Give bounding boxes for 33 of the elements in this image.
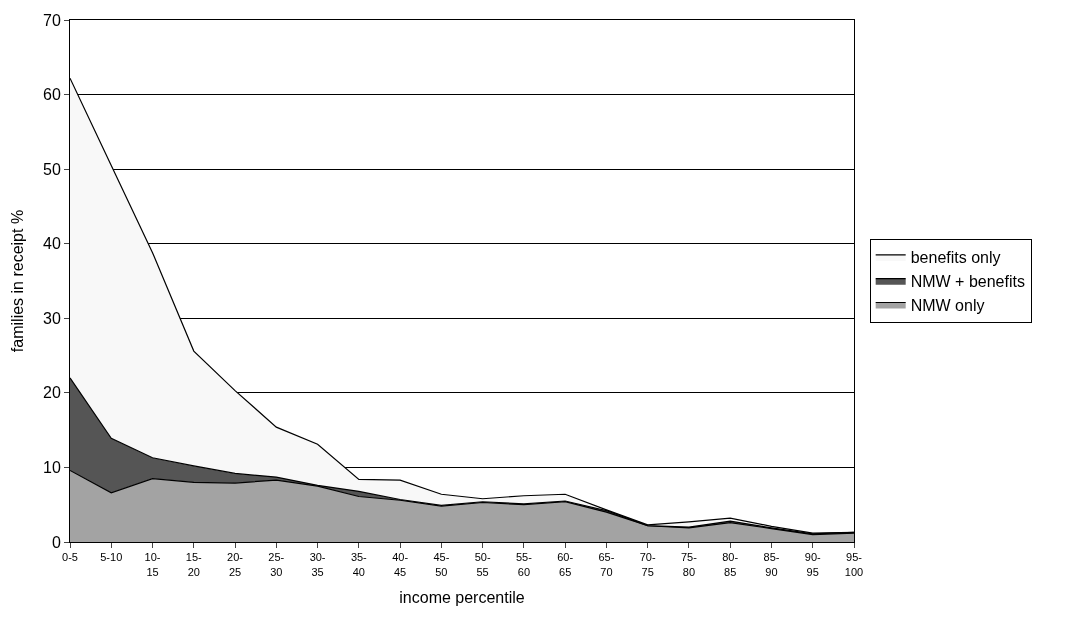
x-tick-label: 0-5 [62,551,78,564]
y-axis-title: families in receipt % [8,209,26,353]
x-tick-label: 80-85 [722,551,739,578]
x-tick-label: 25-30 [268,551,285,578]
x-tick-label: 75-80 [681,551,698,578]
y-tick-label: 0 [51,533,61,551]
x-tick-label: 5-10 [100,551,123,564]
x-tick-label: 70-75 [639,551,656,578]
x-tick-label: 90-95 [804,551,822,578]
x-tick-label: 55-60 [515,551,533,578]
x-tick-label: 95-100 [844,551,864,578]
x-tick-label: 50-55 [474,551,491,578]
x-tick-label: 45-50 [433,551,450,578]
x-tick-label: 15-20 [185,551,203,578]
y-tick-label: 60 [43,86,61,104]
y-tick-label: 50 [43,160,61,178]
y-tick-label: 30 [43,309,61,327]
x-tick-label: 40-45 [392,551,409,578]
y-tick-label: 40 [43,235,61,253]
x-tick-label: 30-35 [309,551,326,578]
legend-label: NMW only [910,296,985,314]
x-tick-label: 35-40 [350,551,368,578]
x-tick-label: 60-65 [557,551,574,578]
y-tick-label: 20 [43,384,61,402]
x-axis-title: income percentile [399,589,525,607]
legend-label: NMW + benefits [910,272,1025,290]
y-tick-label: 10 [43,459,61,477]
x-tick-label: 85-90 [763,551,780,578]
legend-label: benefits only [910,249,1001,267]
x-tick-label: 10-15 [144,551,161,578]
x-tick-label: 65-70 [598,551,615,578]
y-tick-label: 70 [43,11,61,29]
x-tick-label: 20-25 [227,551,244,578]
